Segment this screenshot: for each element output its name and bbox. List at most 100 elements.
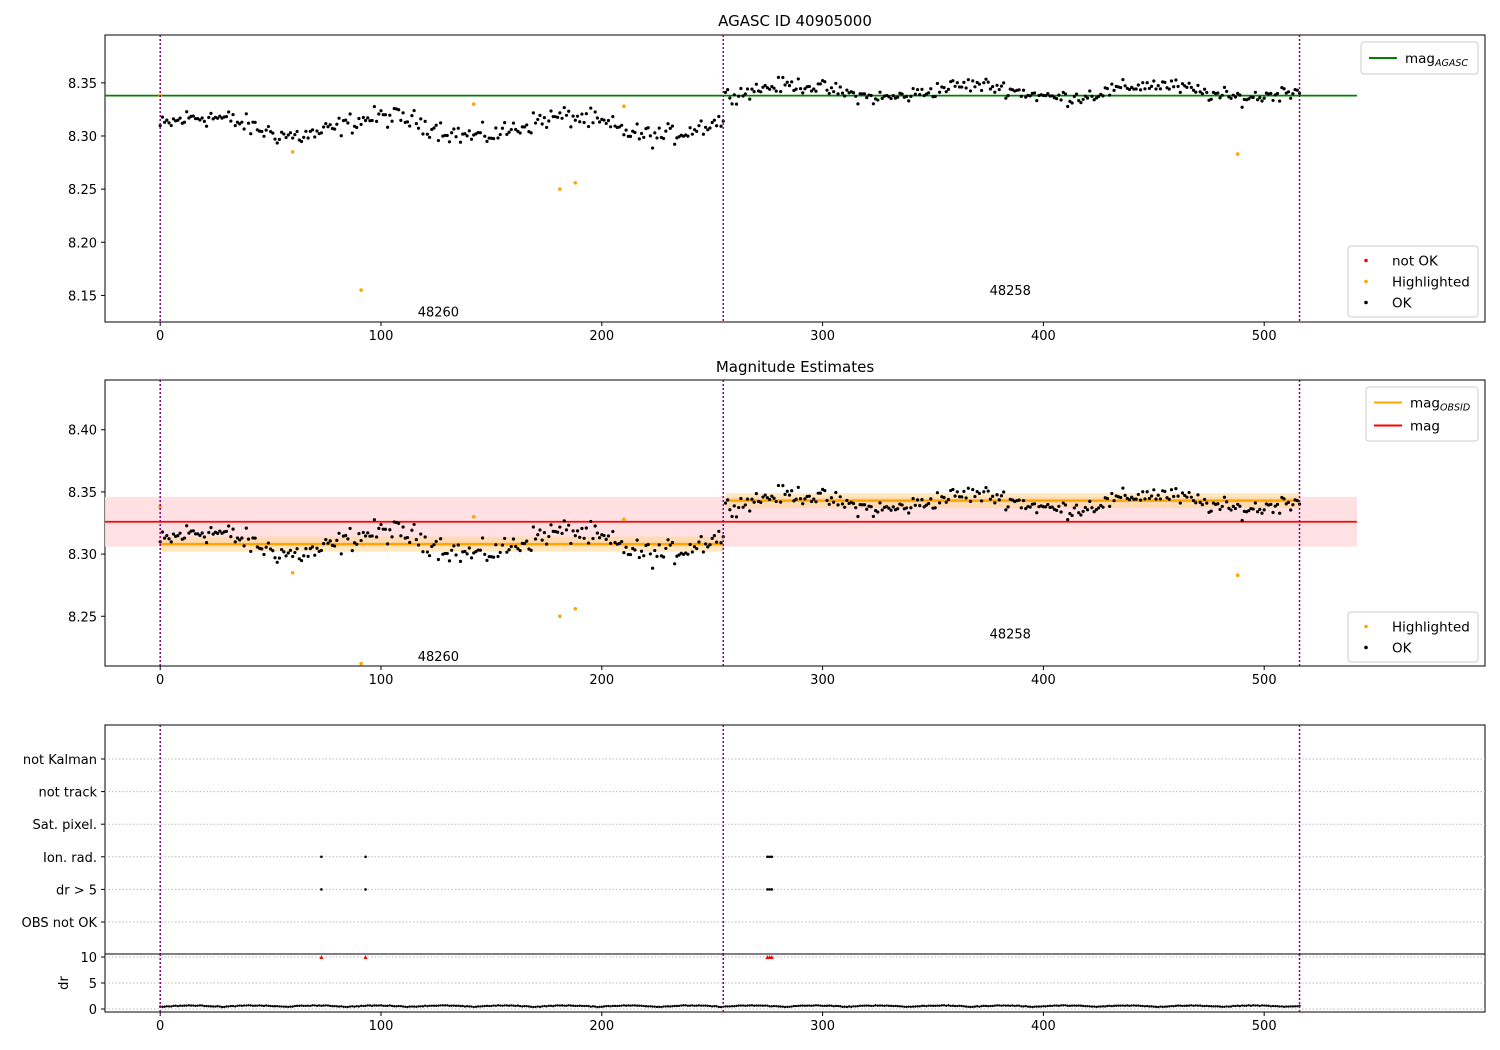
dr-point xyxy=(368,1004,372,1007)
dr-point xyxy=(1254,1004,1257,1007)
ok-point xyxy=(399,534,403,538)
ok-point xyxy=(229,535,233,539)
dr-point xyxy=(781,1005,785,1008)
ok-point xyxy=(1136,83,1140,87)
ok-point xyxy=(913,503,917,507)
ok-point xyxy=(706,545,710,549)
ok-point xyxy=(542,531,546,535)
ok-point xyxy=(604,121,608,126)
dr-point xyxy=(344,1005,347,1009)
ok-point xyxy=(1255,510,1260,514)
dr-point xyxy=(611,1004,615,1008)
dr-point xyxy=(1070,1004,1074,1007)
ok-point xyxy=(589,106,593,110)
dr-point xyxy=(1287,1005,1290,1008)
dr-point xyxy=(351,1005,354,1008)
ok-point xyxy=(768,87,772,91)
ok-point xyxy=(1090,506,1094,510)
ok-point xyxy=(942,85,946,90)
ok-point xyxy=(202,535,206,539)
dr-point xyxy=(249,1004,252,1007)
dr-point xyxy=(267,1004,270,1008)
ok-point xyxy=(507,548,511,552)
ok-point xyxy=(458,559,463,563)
ok-point xyxy=(306,554,310,558)
dr-point xyxy=(1148,1005,1151,1008)
ok-point xyxy=(1105,497,1110,501)
ok-point xyxy=(503,536,507,541)
dr-point xyxy=(609,1005,612,1008)
dr-point xyxy=(1035,1005,1038,1008)
dr-point xyxy=(187,1004,191,1007)
flag-point xyxy=(768,888,771,891)
ok-point xyxy=(564,113,569,117)
ok-point xyxy=(1271,98,1275,103)
dr-point xyxy=(631,1004,634,1007)
ok-point xyxy=(825,498,829,503)
ok-point xyxy=(333,544,337,548)
legend-marker xyxy=(1364,645,1368,650)
dr-point xyxy=(905,1005,908,1009)
ok-point xyxy=(450,131,454,135)
ok-point xyxy=(469,137,474,141)
ok-point xyxy=(575,529,580,533)
ok-point xyxy=(639,549,644,553)
ok-point xyxy=(920,87,924,92)
ok-point xyxy=(1282,497,1286,501)
ok-point xyxy=(412,522,416,527)
dr-point xyxy=(699,1004,703,1007)
ok-point xyxy=(951,79,955,83)
dr-point xyxy=(967,1005,970,1008)
flag-point xyxy=(320,855,323,859)
ok-point xyxy=(635,538,639,542)
dr-point xyxy=(1256,1004,1259,1007)
dr-point xyxy=(1212,1005,1215,1008)
ok-point xyxy=(642,135,646,139)
dr-point xyxy=(355,1004,358,1008)
dr-point xyxy=(569,1004,573,1007)
ok-point xyxy=(1138,498,1143,502)
ok-point xyxy=(1220,504,1224,509)
dr-point xyxy=(799,1004,802,1007)
dr-outlier-marker xyxy=(769,955,774,959)
ok-point xyxy=(286,133,290,137)
ok-point xyxy=(414,537,418,542)
dr-point xyxy=(962,1005,966,1008)
legend-box xyxy=(1347,611,1479,663)
dr-point xyxy=(1066,1004,1069,1008)
flag-point xyxy=(770,888,774,891)
ok-point xyxy=(500,543,505,547)
dr-point xyxy=(540,1005,544,1008)
dr-point xyxy=(1037,1005,1041,1008)
dr-point xyxy=(1055,1004,1058,1007)
ok-point xyxy=(1229,508,1233,512)
dr-point xyxy=(309,1004,312,1008)
dr-point xyxy=(763,1004,767,1007)
ok-point xyxy=(507,130,511,134)
ok-point xyxy=(494,543,498,547)
ok-point xyxy=(412,109,416,113)
ok-point xyxy=(708,126,712,130)
dr-point xyxy=(693,1004,696,1007)
ok-point xyxy=(1108,93,1112,97)
dr-point xyxy=(934,1004,937,1008)
ok-point xyxy=(865,96,869,100)
dr-point xyxy=(991,1004,994,1008)
ok-point xyxy=(564,528,569,532)
ok-point xyxy=(401,111,405,115)
dr-point xyxy=(819,1004,822,1007)
dr-point xyxy=(984,1004,988,1008)
ok-point xyxy=(1178,90,1182,94)
dr-point xyxy=(1207,1004,1211,1008)
ok-point xyxy=(620,539,624,544)
dr-point xyxy=(856,1004,860,1008)
dr-point xyxy=(218,1005,222,1008)
ok-point xyxy=(891,94,895,98)
ok-point xyxy=(843,94,847,98)
dr-point xyxy=(1159,1005,1162,1008)
dr-point xyxy=(916,1005,919,1008)
ok-point xyxy=(975,80,979,85)
dr-point xyxy=(382,1004,385,1007)
dr-point xyxy=(536,1005,539,1008)
dr-point xyxy=(755,1004,758,1007)
